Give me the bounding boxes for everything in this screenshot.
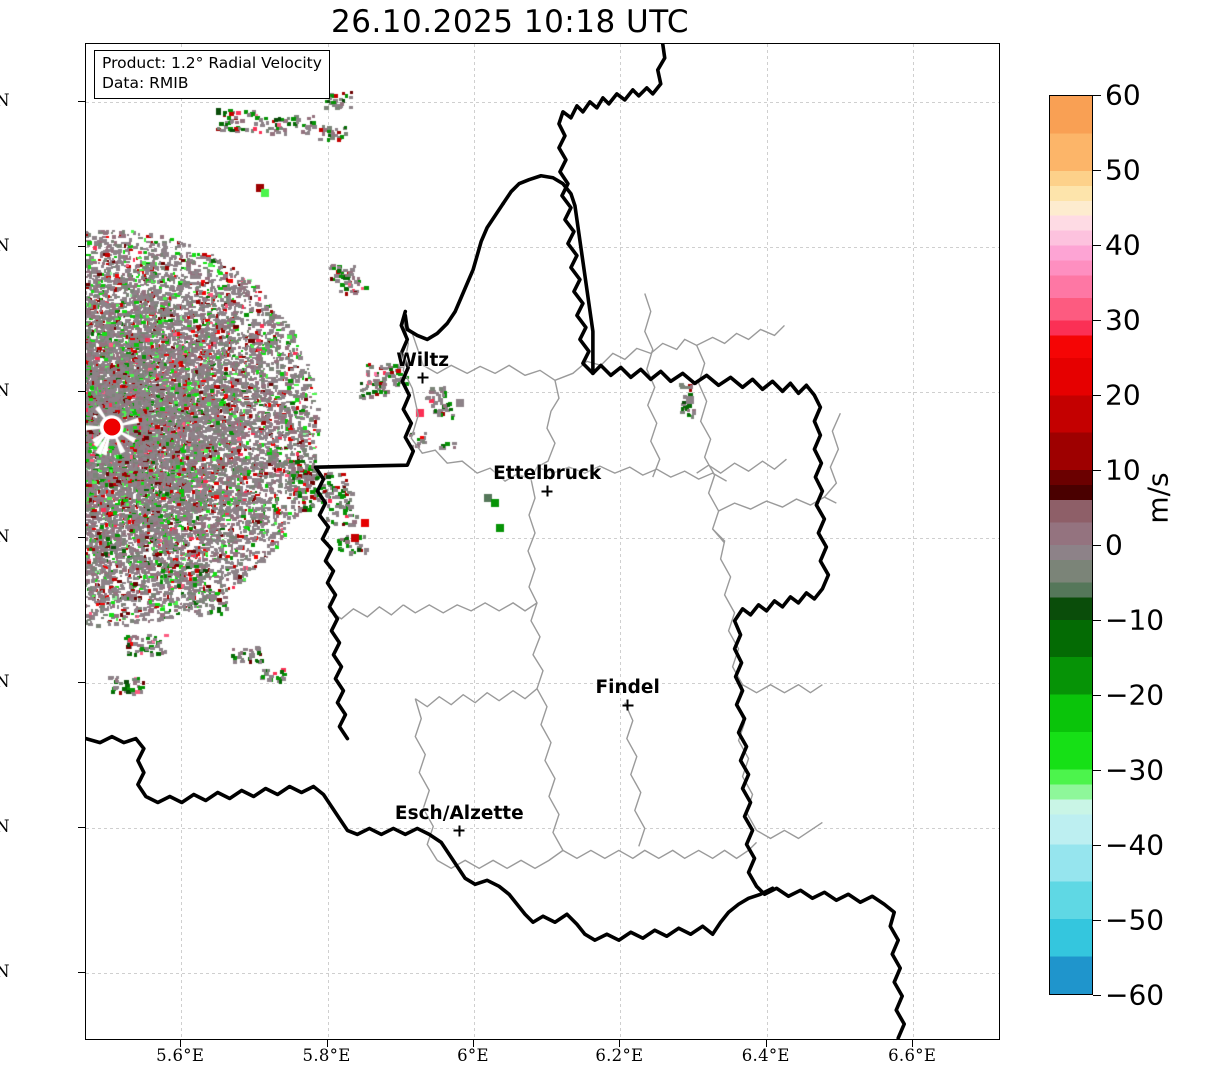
x-tick-label: 6.4°E [741, 1046, 790, 1065]
y-tick-label: 49.5°N [0, 817, 10, 837]
y-tick-label: 49.65°N [0, 671, 10, 691]
colorbar-tick [1093, 245, 1101, 247]
x-tick-label: 6.2°E [595, 1046, 644, 1065]
city-label: Wiltz [396, 349, 450, 371]
city-label: Esch/Alzette [394, 802, 524, 824]
y-tick [78, 246, 85, 248]
colorbar-tick [1093, 320, 1101, 322]
x-tick-label: 5.8°E [302, 1046, 351, 1065]
colorbar-tick-label: 30 [1105, 303, 1141, 337]
x-tick [472, 1040, 474, 1047]
colorbar-tick-label: −30 [1105, 753, 1165, 787]
colorbar-tick-label: 10 [1105, 453, 1141, 487]
colorbar-tick-label: −20 [1105, 678, 1165, 712]
legend-box: Product: 1.2° Radial Velocity Data: RMIB [94, 50, 330, 99]
radar-site-marker[interactable] [103, 418, 121, 436]
colorbar-tick-label: −10 [1105, 603, 1165, 637]
y-tick-label: 49.8°N [0, 526, 10, 546]
city-label: Findel [595, 677, 660, 699]
legend-data-line: Data: RMIB [102, 73, 189, 92]
colorbar-tick [1093, 845, 1101, 847]
x-tick [180, 1040, 182, 1047]
y-tick [78, 681, 85, 683]
admin-boundaries [329, 293, 841, 870]
country-borders [86, 44, 907, 1039]
x-tick [619, 1040, 621, 1047]
colorbar-tick [1093, 920, 1101, 922]
colorbar-tick [1093, 170, 1101, 172]
colorbar-gradient [1050, 96, 1092, 994]
page-title: 26.10.2025 10:18 UTC [331, 4, 689, 40]
y-tick [78, 827, 85, 829]
colorbar-tick [1093, 695, 1101, 697]
x-tick-label: 6°E [457, 1046, 489, 1065]
colorbar-tick-label: 50 [1105, 153, 1141, 187]
colorbar[interactable] [1049, 95, 1093, 995]
city-marker [541, 485, 553, 497]
colorbar-tick-label: 20 [1105, 378, 1141, 412]
y-tick [78, 536, 85, 538]
colorbar-tick-label: 60 [1105, 78, 1141, 112]
city-marker [417, 372, 429, 384]
x-tick-label: 6.6°E [888, 1046, 937, 1065]
colorbar-tick [1093, 545, 1101, 547]
colorbar-tick-label: −60 [1105, 978, 1165, 1012]
city-label: Ettelbruck [493, 463, 602, 485]
legend-product-line: Product: 1.2° Radial Velocity [102, 54, 322, 72]
x-tick [912, 1040, 914, 1047]
colorbar-tick [1093, 470, 1101, 472]
x-tick-label: 5.6°E [156, 1046, 205, 1065]
y-tick [78, 972, 85, 974]
map-canvas: Product: 1.2° Radial Velocity Data: RMIB… [86, 44, 999, 1039]
y-tick-label: 49.95°N [0, 381, 10, 401]
y-tick-label: 50.25°N [0, 91, 10, 111]
colorbar-tick [1093, 95, 1101, 97]
city-marker [453, 825, 465, 837]
x-tick [326, 1040, 328, 1047]
colorbar-tick-label: −40 [1105, 828, 1165, 862]
y-tick-label: 49.35°N [0, 962, 10, 982]
y-tick-label: 50.1°N [0, 236, 10, 256]
radar-echo-layer [86, 44, 999, 1039]
colorbar-tick [1093, 770, 1101, 772]
x-tick [765, 1040, 767, 1047]
radar-map-plot[interactable]: Product: 1.2° Radial Velocity Data: RMIB… [85, 43, 1000, 1040]
city-marker [622, 699, 634, 711]
y-tick [78, 391, 85, 393]
colorbar-tick [1093, 620, 1101, 622]
colorbar-unit-label: m/s [1141, 472, 1175, 524]
colorbar-tick-label: 40 [1105, 228, 1141, 262]
colorbar-tick-label: 0 [1105, 528, 1123, 562]
colorbar-tick [1093, 395, 1101, 397]
y-tick [78, 101, 85, 103]
colorbar-tick-label: −50 [1105, 903, 1165, 937]
colorbar-tick [1093, 995, 1101, 997]
map-vector-layer [86, 44, 907, 1039]
